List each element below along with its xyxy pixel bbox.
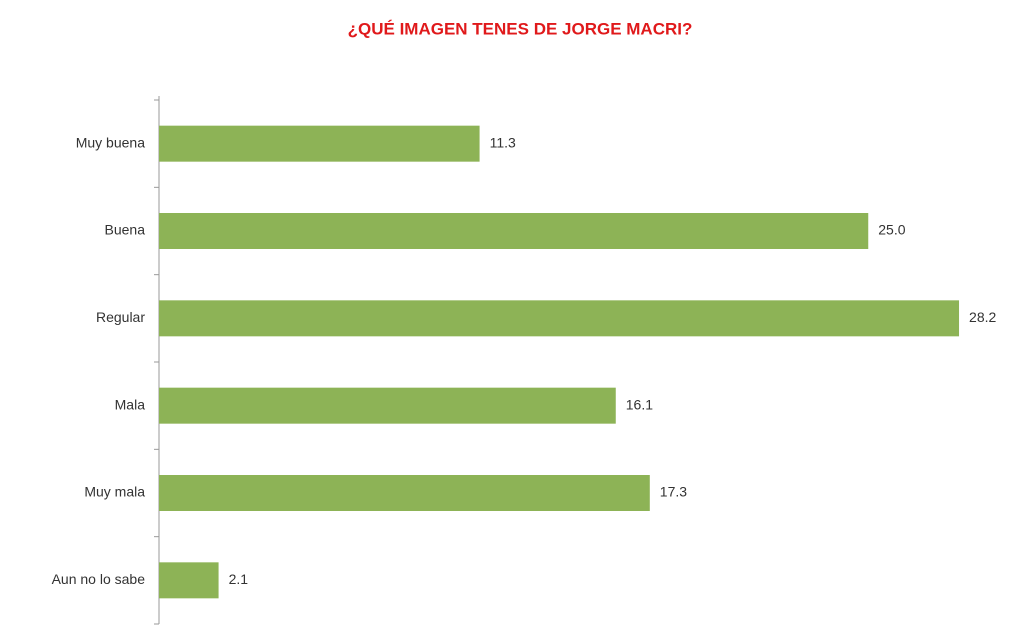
data-label: 16.1 xyxy=(626,396,653,412)
category-label: Regular xyxy=(96,309,145,325)
bar xyxy=(159,300,960,337)
category-label: Muy mala xyxy=(84,484,145,500)
data-label: 17.3 xyxy=(660,484,687,500)
category-label: Mala xyxy=(115,396,146,412)
category-label: Buena xyxy=(105,222,146,238)
category-label: Muy buena xyxy=(76,134,145,150)
data-label: 11.3 xyxy=(490,134,516,150)
data-label: 2.1 xyxy=(229,571,249,587)
bar xyxy=(159,475,650,511)
data-label: 25.0 xyxy=(878,222,905,238)
bar xyxy=(159,387,616,424)
bar xyxy=(159,562,219,599)
bar xyxy=(159,213,869,249)
bar xyxy=(159,125,480,162)
chart-title: ¿QUÉ IMAGEN TENES DE JORGE MACRI? xyxy=(348,19,693,38)
data-label: 28.2 xyxy=(969,309,996,325)
category-label: Aun no lo sabe xyxy=(52,571,146,587)
